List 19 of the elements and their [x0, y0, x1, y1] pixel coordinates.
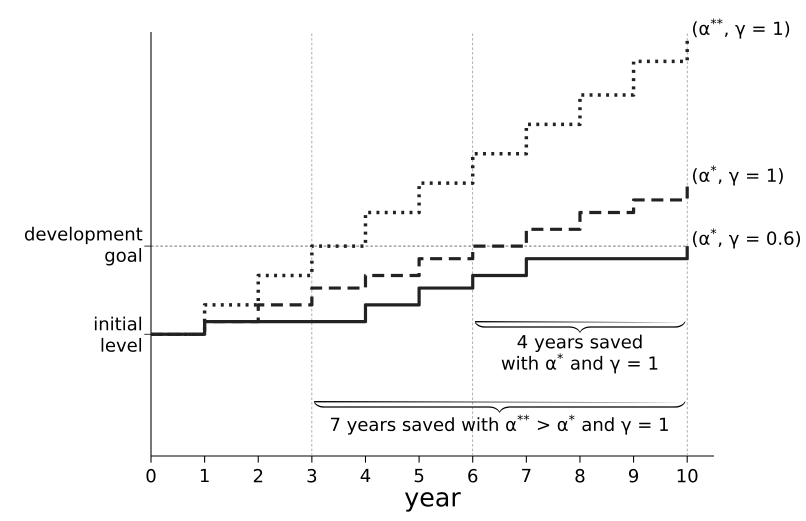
- annotation: 7 years saved with α$^{**}$ > α$^{*}$ and γ = 1: [330, 414, 668, 435]
- x-tick-label: 3: [308, 468, 316, 483]
- annotation: 4 years saved with α$^{*}$ and γ = 1: [502, 334, 658, 374]
- x-tick-label: 6: [468, 468, 478, 483]
- x-tick-label: 0: [146, 468, 156, 483]
- x-tick-label: 4: [360, 468, 370, 482]
- annotation: initial level: [94, 316, 142, 352]
- x-tick-label: 8: [575, 468, 584, 483]
- x-tick-label: 9: [628, 468, 638, 483]
- x-tick-label: 7: [522, 468, 531, 482]
- x-tick-label: 10: [678, 468, 698, 483]
- x-tick-label: 2: [254, 468, 262, 482]
- ref-line-label: development goal: [24, 226, 142, 266]
- x-axis-title: year: [405, 492, 461, 512]
- x-tick-label: 1: [200, 468, 209, 482]
- x-tick-label: 5: [414, 468, 424, 482]
- series-label: (α$^{*}$, γ = 0.6): [693, 228, 800, 248]
- series-label: (α$^{**}$, γ = 1): [693, 18, 790, 39]
- series-label: (α$^{*}$, γ = 1): [693, 165, 783, 186]
